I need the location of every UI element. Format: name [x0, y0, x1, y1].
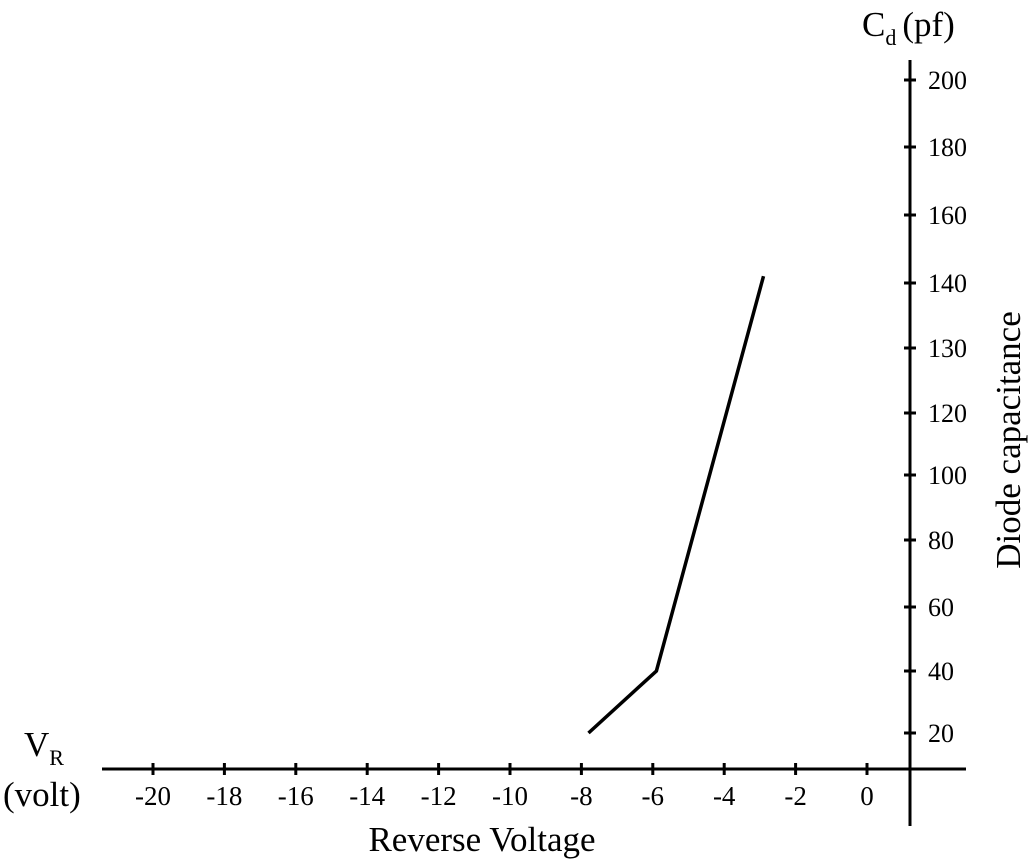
- x-tick-label: -6: [642, 781, 665, 811]
- y-tick-label: 200: [928, 66, 967, 95]
- capacitance-curve: [587, 275, 766, 735]
- y-tick-label: 130: [928, 334, 967, 363]
- y-tick-label: 80: [928, 526, 954, 555]
- x-tick-label: -18: [206, 781, 242, 811]
- x-axis-label: Reverse Voltage: [368, 820, 595, 859]
- x-ticks: -20 -18 -16 -14 -12 -10 -8 -6 -4 -2 0: [135, 763, 874, 811]
- x-axis-symbol: VR: [24, 725, 64, 770]
- x-tick-label: -12: [421, 781, 457, 811]
- x-axis-unit: (volt): [3, 775, 81, 814]
- x-tick-label: -16: [278, 781, 314, 811]
- y-tick-label: 60: [928, 593, 954, 622]
- y-ticks: 20 40 60 80 100 120 130 140 160 180 200: [904, 66, 967, 748]
- x-tick-label: -14: [349, 781, 385, 811]
- y-axis-symbol: Cd (pf): [862, 5, 955, 50]
- y-tick-label: 160: [928, 201, 967, 230]
- x-tick-label: -8: [570, 781, 593, 811]
- x-tick-label: -20: [135, 781, 171, 811]
- x-tick-label: -4: [713, 781, 736, 811]
- x-tick-label: -2: [784, 781, 807, 811]
- y-tick-label: 140: [928, 269, 967, 298]
- y-tick-label: 100: [928, 461, 967, 490]
- y-tick-label: 120: [928, 399, 967, 428]
- y-tick-label: 180: [928, 133, 967, 162]
- x-tick-label: -10: [492, 781, 528, 811]
- y-tick-label: 20: [928, 719, 954, 748]
- y-axis-label: Diode capacitance: [989, 311, 1028, 568]
- y-tick-label: 40: [928, 657, 954, 686]
- x-tick-label: 0: [860, 781, 874, 811]
